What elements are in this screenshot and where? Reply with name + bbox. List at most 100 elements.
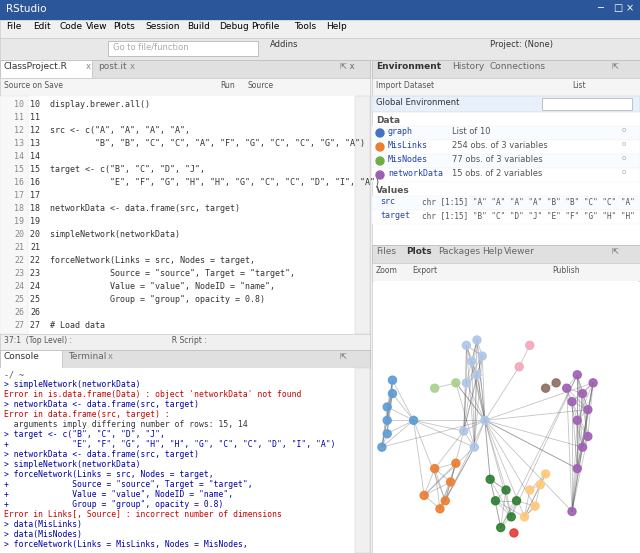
- Bar: [372, 126, 640, 140]
- Circle shape: [470, 443, 478, 451]
- Circle shape: [515, 363, 524, 371]
- Bar: [372, 263, 640, 281]
- Circle shape: [573, 416, 581, 424]
- Text: graph: graph: [388, 127, 413, 136]
- Circle shape: [502, 486, 510, 494]
- Text: Build: Build: [188, 22, 211, 31]
- Circle shape: [462, 341, 470, 349]
- Text: ⇱: ⇱: [612, 62, 619, 71]
- Bar: [0, 334, 370, 350]
- Bar: [374, 281, 638, 549]
- Text: MisLinks: MisLinks: [388, 141, 428, 150]
- Text: 37:1  (Top Level) :                                          R Script :: 37:1 (Top Level) : R Script :: [4, 336, 207, 345]
- Bar: [0, 20, 640, 38]
- Circle shape: [447, 478, 454, 486]
- Text: 15 obs. of 2 variables: 15 obs. of 2 variables: [452, 169, 542, 178]
- Text: 17: 17: [30, 191, 40, 200]
- Text: Terminal: Terminal: [68, 352, 106, 361]
- Bar: [0, 0, 640, 20]
- Text: 16              "E", "F", "G", "H", "H", "G", "C", "C", "D", "I", "A"): 16 "E", "F", "G", "H", "H", "G", "C", "C…: [30, 178, 380, 187]
- Text: List: List: [572, 81, 586, 90]
- Bar: [372, 196, 640, 210]
- Circle shape: [383, 430, 391, 438]
- Text: History: History: [452, 62, 484, 71]
- Text: Error in is.data.frame(Data) : object 'networkData' not found: Error in is.data.frame(Data) : object 'n…: [4, 390, 301, 399]
- Bar: [372, 60, 640, 245]
- Circle shape: [531, 502, 539, 510]
- Circle shape: [481, 416, 489, 424]
- Bar: [0, 78, 370, 96]
- Text: o: o: [622, 155, 627, 161]
- Text: > data(MisNodes): > data(MisNodes): [4, 530, 82, 539]
- Circle shape: [462, 379, 470, 387]
- Circle shape: [526, 486, 534, 494]
- Bar: [372, 154, 640, 168]
- Text: > target <- c("B", "C", "D", "J",: > target <- c("B", "C", "D", "J",: [4, 430, 165, 439]
- Text: x: x: [108, 352, 113, 361]
- Text: 21: 21: [14, 243, 24, 252]
- Circle shape: [552, 379, 560, 387]
- Text: Environment: Environment: [376, 62, 441, 71]
- Text: Import Dataset: Import Dataset: [376, 81, 434, 90]
- Text: Source: Source: [248, 81, 274, 90]
- Circle shape: [541, 384, 550, 392]
- Text: Values: Values: [376, 186, 410, 195]
- Circle shape: [473, 336, 481, 344]
- Text: chr [1:15] "B" "C" "D" "J" "E" "F" "G" "H" "H" "G...: chr [1:15] "B" "C" "D" "J" "E" "F" "G" "…: [422, 211, 640, 220]
- Circle shape: [508, 513, 515, 521]
- Text: 14: 14: [30, 152, 40, 161]
- Text: +             Source = "source", Target = "target",: + Source = "source", Target = "target",: [4, 480, 253, 489]
- Bar: [372, 60, 640, 78]
- Circle shape: [420, 492, 428, 499]
- Text: 13           "B", "B", "C", "C", "A", "F", "G", "C", "C", "G", "A"): 13 "B", "B", "C", "C", "A", "F", "G", "C…: [30, 139, 365, 148]
- Bar: [0, 60, 370, 350]
- Text: > forceNetwork(Links = MisLinks, Nodes = MisNodes,: > forceNetwork(Links = MisLinks, Nodes =…: [4, 540, 248, 549]
- Text: 27: 27: [14, 321, 24, 330]
- Text: ClassProject.R: ClassProject.R: [4, 62, 68, 71]
- Text: List of 10: List of 10: [452, 127, 490, 136]
- Circle shape: [478, 352, 486, 360]
- Text: Run: Run: [220, 81, 235, 90]
- Text: Source on Save: Source on Save: [4, 81, 63, 90]
- Text: 26: 26: [30, 308, 40, 317]
- Text: Addins: Addins: [270, 40, 298, 49]
- Circle shape: [584, 432, 592, 440]
- Text: Profile: Profile: [252, 22, 280, 31]
- Bar: [0, 96, 355, 334]
- Circle shape: [510, 529, 518, 537]
- Text: 23: 23: [14, 269, 24, 278]
- Text: +             Value = "value", NodeID = "name",: + Value = "value", NodeID = "name",: [4, 490, 233, 499]
- Circle shape: [376, 143, 384, 151]
- Circle shape: [410, 416, 418, 424]
- Text: Data: Data: [376, 116, 400, 125]
- Text: Export: Export: [412, 266, 437, 275]
- Text: Help: Help: [482, 247, 503, 256]
- Text: target: target: [380, 211, 410, 220]
- Text: ─: ─: [597, 3, 603, 13]
- Text: ⇱ x: ⇱ x: [340, 62, 355, 71]
- Text: 20  simpleNetwork(networkData): 20 simpleNetwork(networkData): [30, 230, 180, 239]
- Circle shape: [473, 371, 481, 379]
- Text: 18: 18: [14, 204, 24, 213]
- Circle shape: [573, 371, 581, 379]
- Text: File: File: [6, 22, 21, 31]
- Circle shape: [520, 513, 529, 521]
- Bar: [0, 350, 370, 553]
- Circle shape: [568, 508, 576, 515]
- Text: +             Group = "group", opacity = 0.8): + Group = "group", opacity = 0.8): [4, 500, 223, 509]
- Text: 27  # Load data: 27 # Load data: [30, 321, 105, 330]
- Circle shape: [460, 427, 468, 435]
- Text: > networkData <- data.frame(src, target): > networkData <- data.frame(src, target): [4, 400, 199, 409]
- Text: o: o: [622, 127, 627, 133]
- Text: □: □: [613, 3, 623, 13]
- Text: 11: 11: [30, 113, 40, 122]
- Circle shape: [541, 470, 550, 478]
- Text: Connections: Connections: [490, 62, 546, 71]
- Circle shape: [388, 389, 397, 398]
- Text: ⇱: ⇱: [340, 352, 347, 361]
- Text: > simpleNetwork(networkData): > simpleNetwork(networkData): [4, 380, 141, 389]
- Bar: [372, 245, 640, 263]
- Bar: [355, 96, 370, 334]
- Text: Edit: Edit: [33, 22, 51, 31]
- Bar: [372, 78, 640, 96]
